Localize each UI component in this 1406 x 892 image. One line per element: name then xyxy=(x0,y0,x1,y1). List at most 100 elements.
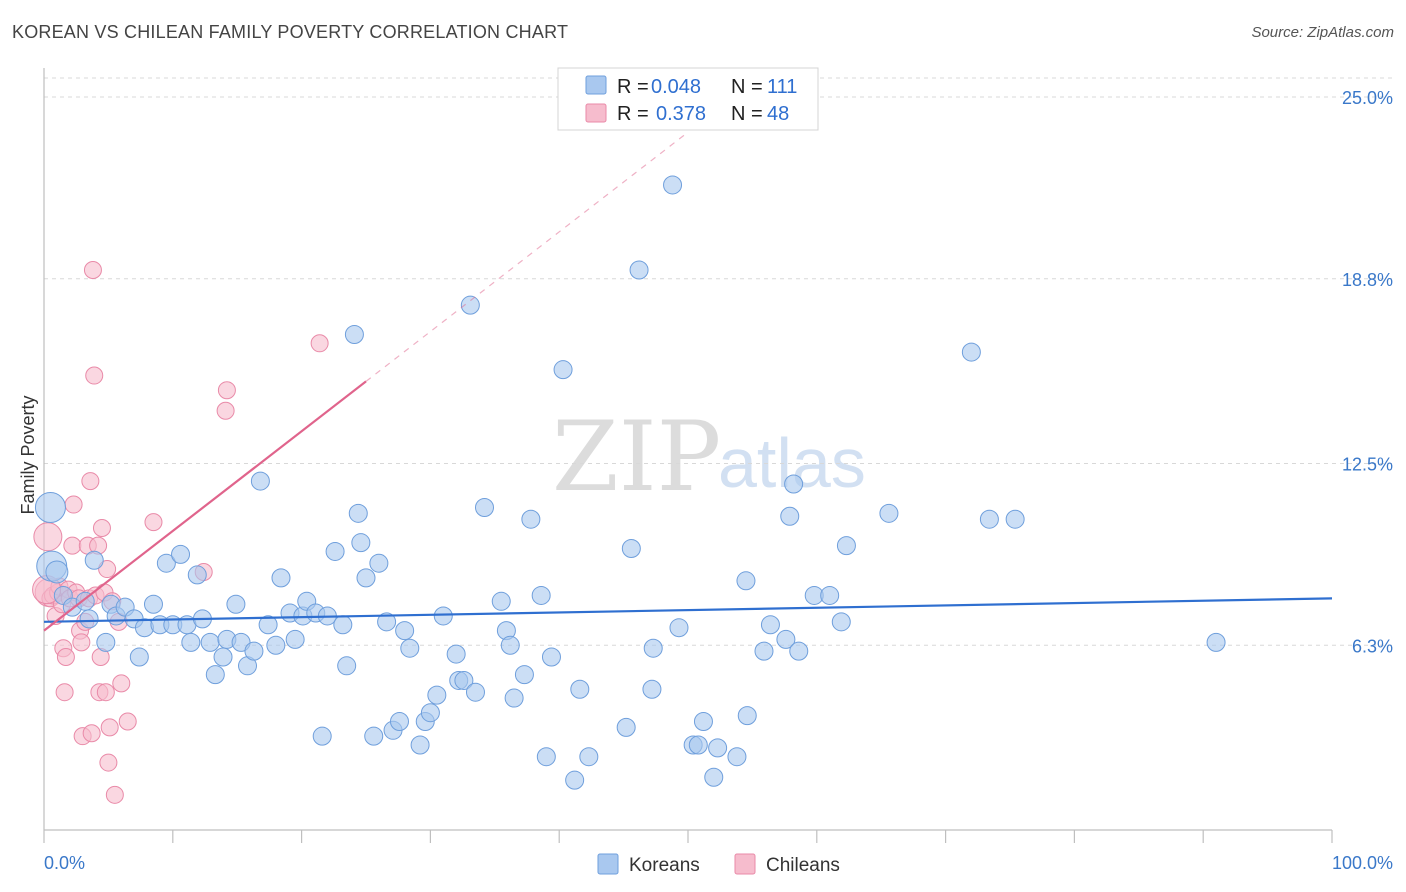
koreans-point xyxy=(776,629,796,649)
koreans-point xyxy=(213,647,233,667)
koreans-point xyxy=(312,726,332,746)
chileans-r-label: R = xyxy=(617,103,649,125)
koreans-point xyxy=(693,712,713,732)
koreans-point xyxy=(831,612,851,632)
y-axis-label: Family Poverty xyxy=(18,395,38,514)
koreans-point xyxy=(579,747,599,767)
koreans-point xyxy=(536,747,556,767)
koreans-point xyxy=(760,615,780,635)
koreans-point xyxy=(285,629,305,649)
koreans-point xyxy=(727,747,747,767)
koreans-point xyxy=(669,618,689,638)
koreans-point xyxy=(333,615,353,635)
chileans-swatch xyxy=(734,853,756,875)
koreans-point xyxy=(226,594,246,614)
koreans-point xyxy=(616,717,636,737)
koreans-point xyxy=(205,665,225,685)
x-tick-label-min: 0.0% xyxy=(44,853,85,873)
chileans-point xyxy=(99,753,118,772)
chileans-point xyxy=(98,560,117,579)
koreans-point xyxy=(704,767,724,787)
koreans-point xyxy=(979,509,999,529)
koreans-point xyxy=(271,568,291,588)
chileans-point xyxy=(55,683,74,702)
chileans-trend-line xyxy=(43,380,367,632)
chart-source: Source: ZipAtlas.com xyxy=(1251,24,1394,41)
koreans-point xyxy=(171,544,191,564)
koreans-point xyxy=(389,712,409,732)
koreans-point xyxy=(244,641,264,661)
koreans-point xyxy=(356,568,376,588)
koreans-point xyxy=(784,474,804,494)
koreans-point xyxy=(45,560,69,584)
chileans-point xyxy=(63,536,82,555)
koreans-point xyxy=(708,738,728,758)
y-tick-label: 12.5% xyxy=(1342,455,1393,475)
koreans-point xyxy=(789,641,809,661)
koreans-point xyxy=(410,735,430,755)
chileans-legend-label: Chileans xyxy=(766,855,840,876)
series-legend: Koreans Chileans xyxy=(597,853,840,876)
chileans-legend-swatch xyxy=(585,103,607,123)
chileans-point xyxy=(72,633,91,652)
koreans-point xyxy=(348,503,368,523)
koreans-point xyxy=(400,638,420,658)
chileans-n-value: 48 xyxy=(767,103,789,125)
koreans-point xyxy=(961,342,981,362)
y-axis-tick-labels: 6.3% 12.5% 18.8% 25.0% xyxy=(1342,88,1393,656)
koreans-point xyxy=(553,360,573,380)
x-tick-label-max: 100.0% xyxy=(1332,853,1393,873)
koreans-point xyxy=(642,679,662,699)
chileans-point xyxy=(33,522,63,552)
koreans-point xyxy=(427,685,447,705)
koreans-point xyxy=(325,541,345,561)
chileans-point xyxy=(85,366,104,385)
koreans-point xyxy=(266,635,286,655)
koreans-point xyxy=(446,644,466,664)
koreans-swatch xyxy=(597,853,619,875)
koreans-point xyxy=(433,606,453,626)
koreans-point xyxy=(570,679,590,699)
y-tick-label: 6.3% xyxy=(1352,636,1393,656)
koreans-n-value: 111 xyxy=(767,76,797,98)
koreans-point xyxy=(377,612,397,632)
koreans-point xyxy=(337,656,357,676)
koreans-point xyxy=(541,647,561,667)
chileans-point xyxy=(112,674,131,693)
koreans-point xyxy=(344,324,364,344)
koreans-legend-label: Koreans xyxy=(629,855,700,876)
koreans-point xyxy=(364,726,384,746)
koreans-points xyxy=(34,175,1226,790)
y-tick-label: 18.8% xyxy=(1342,270,1393,290)
chileans-point xyxy=(96,683,115,702)
koreans-point xyxy=(156,553,176,573)
koreans-point xyxy=(420,703,440,723)
koreans-point xyxy=(351,533,371,553)
chileans-points xyxy=(32,260,329,804)
koreans-point xyxy=(688,735,708,755)
koreans-r-label: R = xyxy=(617,76,649,98)
koreans-point xyxy=(143,594,163,614)
koreans-point xyxy=(187,565,207,585)
koreans-point xyxy=(1206,632,1226,652)
koreans-point xyxy=(780,506,800,526)
chileans-point xyxy=(118,712,137,731)
chileans-point xyxy=(56,648,75,667)
watermark: ZIP atlas xyxy=(552,401,866,513)
koreans-point xyxy=(1005,509,1025,529)
koreans-point xyxy=(663,175,683,195)
koreans-point xyxy=(474,497,494,517)
chileans-r-value: 0.378 xyxy=(656,103,706,125)
chileans-point xyxy=(144,513,163,532)
koreans-point xyxy=(84,550,104,570)
koreans-point xyxy=(258,615,278,635)
koreans-point xyxy=(500,635,520,655)
koreans-point xyxy=(736,571,756,591)
koreans-point xyxy=(521,509,541,529)
koreans-point xyxy=(369,553,389,573)
chileans-point xyxy=(64,495,83,514)
koreans-point xyxy=(395,621,415,641)
koreans-point xyxy=(34,491,66,523)
koreans-point xyxy=(460,295,480,315)
